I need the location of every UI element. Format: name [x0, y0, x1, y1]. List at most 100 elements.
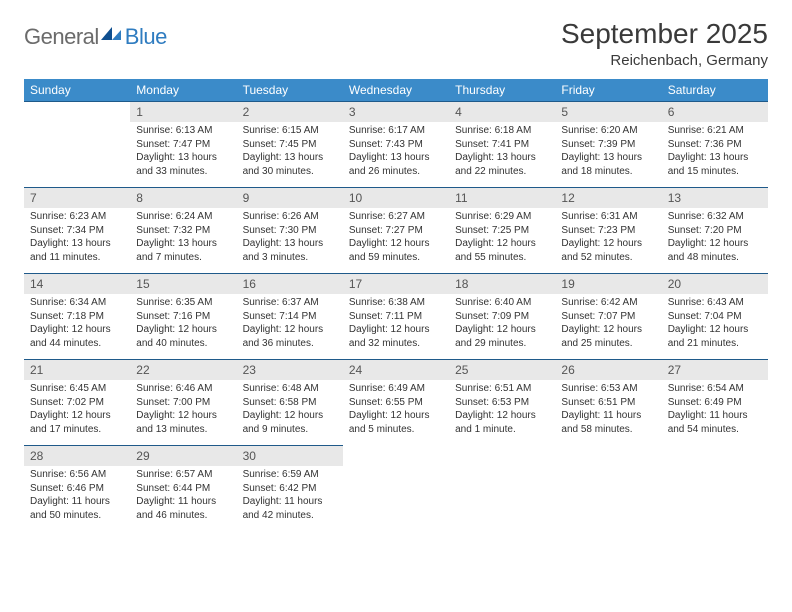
daylight-text: Daylight: 11 hours and 50 minutes. — [30, 495, 124, 522]
day-details: Sunrise: 6:18 AMSunset: 7:41 PMDaylight:… — [449, 122, 555, 182]
daylight-text: Daylight: 13 hours and 22 minutes. — [455, 151, 549, 178]
sunset-text: Sunset: 7:14 PM — [243, 310, 337, 324]
day-details: Sunrise: 6:21 AMSunset: 7:36 PMDaylight:… — [662, 122, 768, 182]
sunrise-text: Sunrise: 6:24 AM — [136, 210, 230, 224]
sunrise-text: Sunrise: 6:38 AM — [349, 296, 443, 310]
calendar-cell: 7Sunrise: 6:23 AMSunset: 7:34 PMDaylight… — [24, 187, 130, 273]
sunrise-text: Sunrise: 6:42 AM — [561, 296, 655, 310]
calendar-cell: 8Sunrise: 6:24 AMSunset: 7:32 PMDaylight… — [130, 187, 236, 273]
day-number: 14 — [24, 273, 130, 294]
location: Reichenbach, Germany — [561, 52, 768, 69]
calendar-cell: 25Sunrise: 6:51 AMSunset: 6:53 PMDayligh… — [449, 359, 555, 445]
sunset-text: Sunset: 7:18 PM — [30, 310, 124, 324]
day-number: 12 — [555, 187, 661, 208]
day-details: Sunrise: 6:23 AMSunset: 7:34 PMDaylight:… — [24, 208, 130, 268]
calendar-cell: 27Sunrise: 6:54 AMSunset: 6:49 PMDayligh… — [662, 359, 768, 445]
header: General Blue September 2025 Reichenbach,… — [24, 18, 768, 69]
day-number: 6 — [662, 101, 768, 122]
calendar-cell: 21Sunrise: 6:45 AMSunset: 7:02 PMDayligh… — [24, 359, 130, 445]
sunset-text: Sunset: 7:02 PM — [30, 396, 124, 410]
calendar-week-row: 28Sunrise: 6:56 AMSunset: 6:46 PMDayligh… — [24, 445, 768, 531]
month-title: September 2025 — [561, 18, 768, 50]
day-number: 30 — [237, 445, 343, 466]
day-number: 2 — [237, 101, 343, 122]
daylight-text: Daylight: 13 hours and 33 minutes. — [136, 151, 230, 178]
sunrise-text: Sunrise: 6:34 AM — [30, 296, 124, 310]
sunrise-text: Sunrise: 6:43 AM — [668, 296, 762, 310]
day-details: Sunrise: 6:56 AMSunset: 6:46 PMDaylight:… — [24, 466, 130, 526]
calendar-week-row: 14 Sunrise: 6:34 AMSunset: 7:18 PM Dayligh… — [24, 273, 768, 359]
day-number: 5 — [555, 101, 661, 122]
day-number: 15 — [130, 273, 236, 294]
calendar-cell: 18Sunrise: 6:40 AMSunset: 7:09 PMDayligh… — [449, 273, 555, 359]
day-number: 10 — [343, 187, 449, 208]
day-details: Sunrise: 6:26 AMSunset: 7:30 PMDaylight:… — [237, 208, 343, 268]
daylight-text: Daylight: 12 hours and 5 minutes. — [349, 409, 443, 436]
day-details: Sunrise: 6:24 AMSunset: 7:32 PMDaylight:… — [130, 208, 236, 268]
sunset-text: Sunset: 7:30 PM — [243, 224, 337, 238]
calendar-cell — [555, 445, 661, 531]
calendar-cell — [449, 445, 555, 531]
sunset-text: Sunset: 7:07 PM — [561, 310, 655, 324]
calendar-cell — [662, 445, 768, 531]
sunset-text: Sunset: 7:20 PM — [668, 224, 762, 238]
sunset-text: Sunset: 7:39 PM — [561, 138, 655, 152]
sunset-text: Sunset: 7:23 PM — [561, 224, 655, 238]
daylight-text: Daylight: 12 hours and 1 minute. — [455, 409, 549, 436]
sunrise-text: Sunrise: 6:40 AM — [455, 296, 549, 310]
daylight-text: Daylight: 11 hours and 54 minutes. — [668, 409, 762, 436]
calendar-cell: 23Sunrise: 6:48 AMSunset: 6:58 PMDayligh… — [237, 359, 343, 445]
calendar-week-row: 21Sunrise: 6:45 AMSunset: 7:02 PMDayligh… — [24, 359, 768, 445]
sunrise-text: Sunrise: 6:51 AM — [455, 382, 549, 396]
sunset-text: Sunset: 7:04 PM — [668, 310, 762, 324]
calendar-cell: 10Sunrise: 6:27 AMSunset: 7:27 PMDayligh… — [343, 187, 449, 273]
empty-day-band — [24, 101, 130, 120]
day-number: 7 — [24, 187, 130, 208]
calendar-cell: 2Sunrise: 6:15 AMSunset: 7:45 PMDaylight… — [237, 101, 343, 187]
sunrise-text: Sunrise: 6:21 AM — [668, 124, 762, 138]
calendar-cell: 9Sunrise: 6:26 AMSunset: 7:30 PMDaylight… — [237, 187, 343, 273]
calendar-cell: 19Sunrise: 6:42 AMSunset: 7:07 PMDayligh… — [555, 273, 661, 359]
day-details: Sunrise: 6:20 AMSunset: 7:39 PMDaylight:… — [555, 122, 661, 182]
logo-text-blue: Blue — [125, 24, 167, 50]
daylight-text: Daylight: 13 hours and 7 minutes. — [136, 237, 230, 264]
sunset-text: Sunset: 7:45 PM — [243, 138, 337, 152]
sunrise-text: Sunrise: 6:20 AM — [561, 124, 655, 138]
calendar-cell: 15Sunrise: 6:35 AMSunset: 7:16 PMDayligh… — [130, 273, 236, 359]
day-details: Sunrise: 6:31 AMSunset: 7:23 PMDaylight:… — [555, 208, 661, 268]
sunset-text: Sunset: 7:41 PM — [455, 138, 549, 152]
day-details: Sunrise: 6:48 AMSunset: 6:58 PMDaylight:… — [237, 380, 343, 440]
sunrise-text: Sunrise: 6:48 AM — [243, 382, 337, 396]
daylight-text: Daylight: 12 hours and 9 minutes. — [243, 409, 337, 436]
daylight-text: Daylight: 12 hours and 40 minutes. — [136, 323, 230, 350]
daylight-text: Daylight: 12 hours and 32 minutes. — [349, 323, 443, 350]
day-details: Sunrise: 6:51 AMSunset: 6:53 PMDaylight:… — [449, 380, 555, 440]
day-number: 29 — [130, 445, 236, 466]
day-details: Sunrise: 6:13 AMSunset: 7:47 PMDaylight:… — [130, 122, 236, 182]
day-details: Sunrise: 6:37 AMSunset: 7:14 PMDaylight:… — [237, 294, 343, 354]
calendar-cell: 16Sunrise: 6:37 AMSunset: 7:14 PMDayligh… — [237, 273, 343, 359]
day-number: 3 — [343, 101, 449, 122]
daylight-text: Daylight: 13 hours and 18 minutes. — [561, 151, 655, 178]
day-number: 20 — [662, 273, 768, 294]
weekday-header: Friday — [555, 79, 661, 101]
calendar-cell: 22Sunrise: 6:46 AMSunset: 7:00 PMDayligh… — [130, 359, 236, 445]
day-details: Sunrise: 6:57 AMSunset: 6:44 PMDaylight:… — [130, 466, 236, 526]
calendar-cell: 17Sunrise: 6:38 AMSunset: 7:11 PMDayligh… — [343, 273, 449, 359]
weekday-header: Sunday — [24, 79, 130, 101]
daylight-text: Daylight: 11 hours and 58 minutes. — [561, 409, 655, 436]
calendar-cell: 1Sunrise: 6:13 AMSunset: 7:47 PMDaylight… — [130, 101, 236, 187]
daylight-text: Daylight: 13 hours and 3 minutes. — [243, 237, 337, 264]
calendar-cell: 24Sunrise: 6:49 AMSunset: 6:55 PMDayligh… — [343, 359, 449, 445]
calendar-cell: 4Sunrise: 6:18 AMSunset: 7:41 PMDaylight… — [449, 101, 555, 187]
sunset-text: Sunset: 7:11 PM — [349, 310, 443, 324]
sunset-text: Sunset: 7:43 PM — [349, 138, 443, 152]
day-number: 4 — [449, 101, 555, 122]
calendar-cell: 11Sunrise: 6:29 AMSunset: 7:25 PMDayligh… — [449, 187, 555, 273]
day-details: Sunrise: 6:49 AMSunset: 6:55 PMDaylight:… — [343, 380, 449, 440]
daylight-text: Daylight: 13 hours and 30 minutes. — [243, 151, 337, 178]
day-details: Sunrise: 6:32 AMSunset: 7:20 PMDaylight:… — [662, 208, 768, 268]
sunrise-text: Sunrise: 6:13 AM — [136, 124, 230, 138]
weekday-header: Monday — [130, 79, 236, 101]
sunrise-text: Sunrise: 6:18 AM — [455, 124, 549, 138]
